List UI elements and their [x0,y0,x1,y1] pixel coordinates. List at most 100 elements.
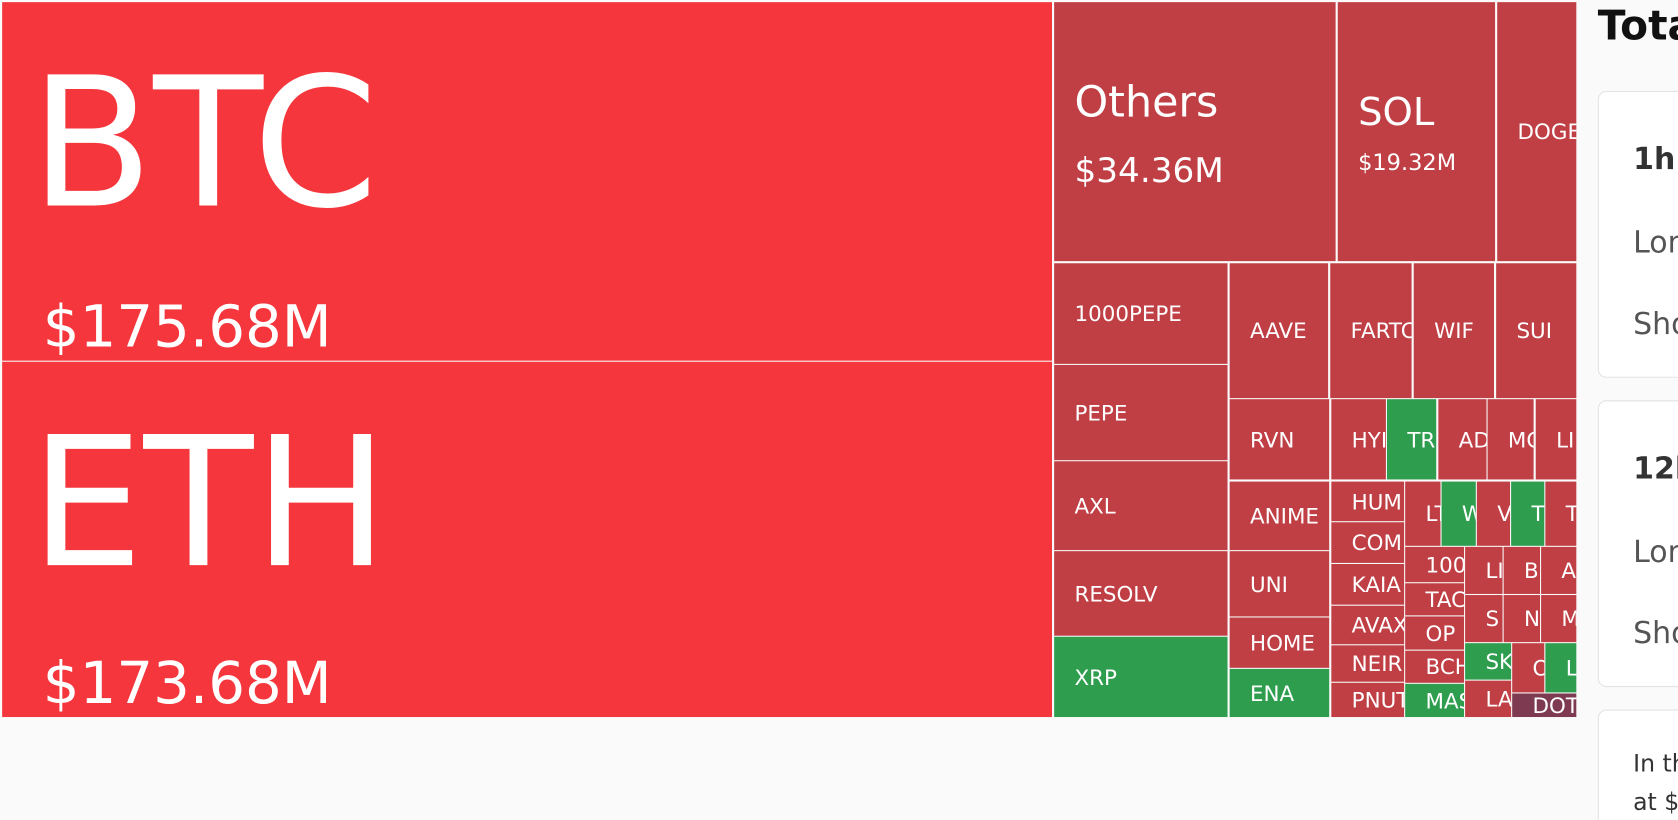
treemap-tile[interactable]: LI [1535,399,1577,480]
tile-label: HUM [1351,488,1402,515]
tile-label: DOGE [1517,118,1577,145]
tile-label: T [1566,503,1577,524]
tile-label: AVAX [1351,612,1405,638]
treemap-tile[interactable]: HOME [1229,617,1330,668]
treemap-tile[interactable]: NEIR [1331,645,1405,682]
card-line: Lon [1633,534,1678,570]
treemap-tile[interactable]: AD [1438,399,1487,480]
treemap-tile[interactable]: PNUT [1331,682,1405,718]
treemap-tile[interactable]: 100 [1405,546,1465,583]
tile-label: WIF [1434,317,1474,344]
tile-label: V [1497,503,1510,524]
tile-label: O [1533,657,1545,678]
treemap-tile[interactable]: TAC [1405,583,1465,616]
summary-card: 1h Lon Sho [1597,90,1678,378]
tile-label: COM [1351,529,1402,556]
tile-label: BCH [1425,653,1465,680]
tile-label: L [1566,657,1577,678]
treemap-tile[interactable]: W [1441,481,1476,546]
treemap-tile[interactable]: PEPE [1054,364,1228,461]
treemap-tile[interactable]: TR [1386,399,1437,480]
tile-label: TR [1407,426,1436,453]
tile-label: S [1485,605,1500,632]
treemap-tile[interactable]: DOGE [1497,2,1577,262]
treemap-tile[interactable]: 1000PEPE [1054,263,1228,364]
treemap-tile[interactable]: O [1512,643,1545,693]
card-line: Sho [1633,615,1678,651]
sidebar-title: Tota [1597,2,1678,50]
tile-label: W [1462,503,1476,524]
tile-label: 100 [1425,551,1465,578]
tile-label: LI [1556,426,1575,453]
tile-label: AXL [1074,492,1116,519]
tile-label: ENA [1249,680,1295,706]
tile-label: A [1561,557,1577,584]
summary-card: In th at $ [1597,709,1678,820]
treemap-tile[interactable]: BCH [1405,650,1465,683]
treemap-tile[interactable]: MAS [1405,683,1465,718]
treemap-tile[interactable]: SK [1465,643,1512,680]
tile-label: DOT [1532,693,1577,718]
summary-card: 12h Lon Sho [1597,400,1678,688]
treemap-tile[interactable]: KAIA [1331,563,1405,605]
tile-label: OP [1425,620,1456,646]
treemap-tile[interactable]: COM [1331,522,1405,563]
treemap-tile[interactable]: WIF [1413,263,1494,399]
tile-value: $175.68M [42,293,332,361]
treemap-tile[interactable]: XRP [1054,636,1228,718]
treemap-tile[interactable]: T [1511,481,1545,546]
treemap-tile[interactable]: V [1476,481,1511,546]
card-line: In th [1633,751,1678,779]
treemap-tile[interactable]: S [1465,595,1503,643]
treemap-tile[interactable]: OP [1405,616,1465,650]
treemap-tile[interactable]: SUI [1496,263,1577,399]
treemap-tile[interactable]: UNI [1229,551,1330,617]
treemap-tile[interactable]: HUM [1331,481,1405,522]
treemap-tile[interactable]: ENA [1229,668,1330,718]
treemap-tile[interactable]: HYI [1331,399,1386,480]
card-line: Lon [1633,224,1678,261]
tile-label: KAIA [1351,571,1401,598]
tile-label: HOME [1249,629,1315,656]
tile-label: UNI [1249,570,1288,597]
treemap-tile[interactable]: LT [1405,481,1441,546]
treemap-tile[interactable]: DOT [1512,693,1577,718]
treemap-tile[interactable]: BTC $175.68M [2,2,1053,361]
treemap-tile[interactable]: RESOLV [1054,551,1228,636]
tile-label: N [1523,605,1540,632]
treemap-tile[interactable]: MC [1487,399,1534,480]
card-heading: 12h [1633,450,1678,486]
tile-label: LA [1485,685,1512,712]
treemap-tile[interactable]: SOL $19.32M [1337,2,1496,262]
treemap-tile[interactable]: ANIME [1229,481,1330,551]
tile-label: T [1531,500,1545,527]
treemap-tile[interactable]: AAVE [1229,263,1329,399]
treemap-tile[interactable]: ETH $173.68M [2,361,1053,718]
tile-label: Others [1074,78,1219,128]
treemap-tile[interactable]: Others $34.36M [1054,2,1336,262]
tile-label: 1000PEPE [1074,300,1182,327]
treemap-tile[interactable]: M [1541,595,1577,643]
tile-label: MAS [1425,687,1465,714]
treemap-tile[interactable]: AVAX [1331,605,1405,645]
treemap-tile[interactable]: AXL [1054,461,1228,551]
treemap-tile[interactable]: N [1503,595,1541,643]
tile-label: FARTC [1350,317,1412,344]
treemap-tile[interactable]: A [1541,546,1577,594]
treemap-tile[interactable]: LI [1465,546,1503,594]
treemap-tile[interactable]: FARTC [1330,263,1412,399]
tile-label: ETH [29,398,389,608]
treemap-tile[interactable]: RVN [1229,399,1330,480]
card-line: Sho [1633,306,1678,342]
treemap-tile[interactable]: LA [1465,680,1512,718]
treemap-tile[interactable]: T [1545,481,1577,546]
tile-label: NEIR [1351,650,1403,677]
tile-label: RVN [1249,426,1295,453]
tile-label: PNUT [1351,687,1405,713]
treemap-tile[interactable]: L [1545,643,1577,693]
tile-value: $173.68M [42,649,332,718]
tile-label: B [1523,557,1539,584]
tile-label: PEPE [1074,399,1128,426]
treemap-tile[interactable]: B [1503,546,1541,594]
